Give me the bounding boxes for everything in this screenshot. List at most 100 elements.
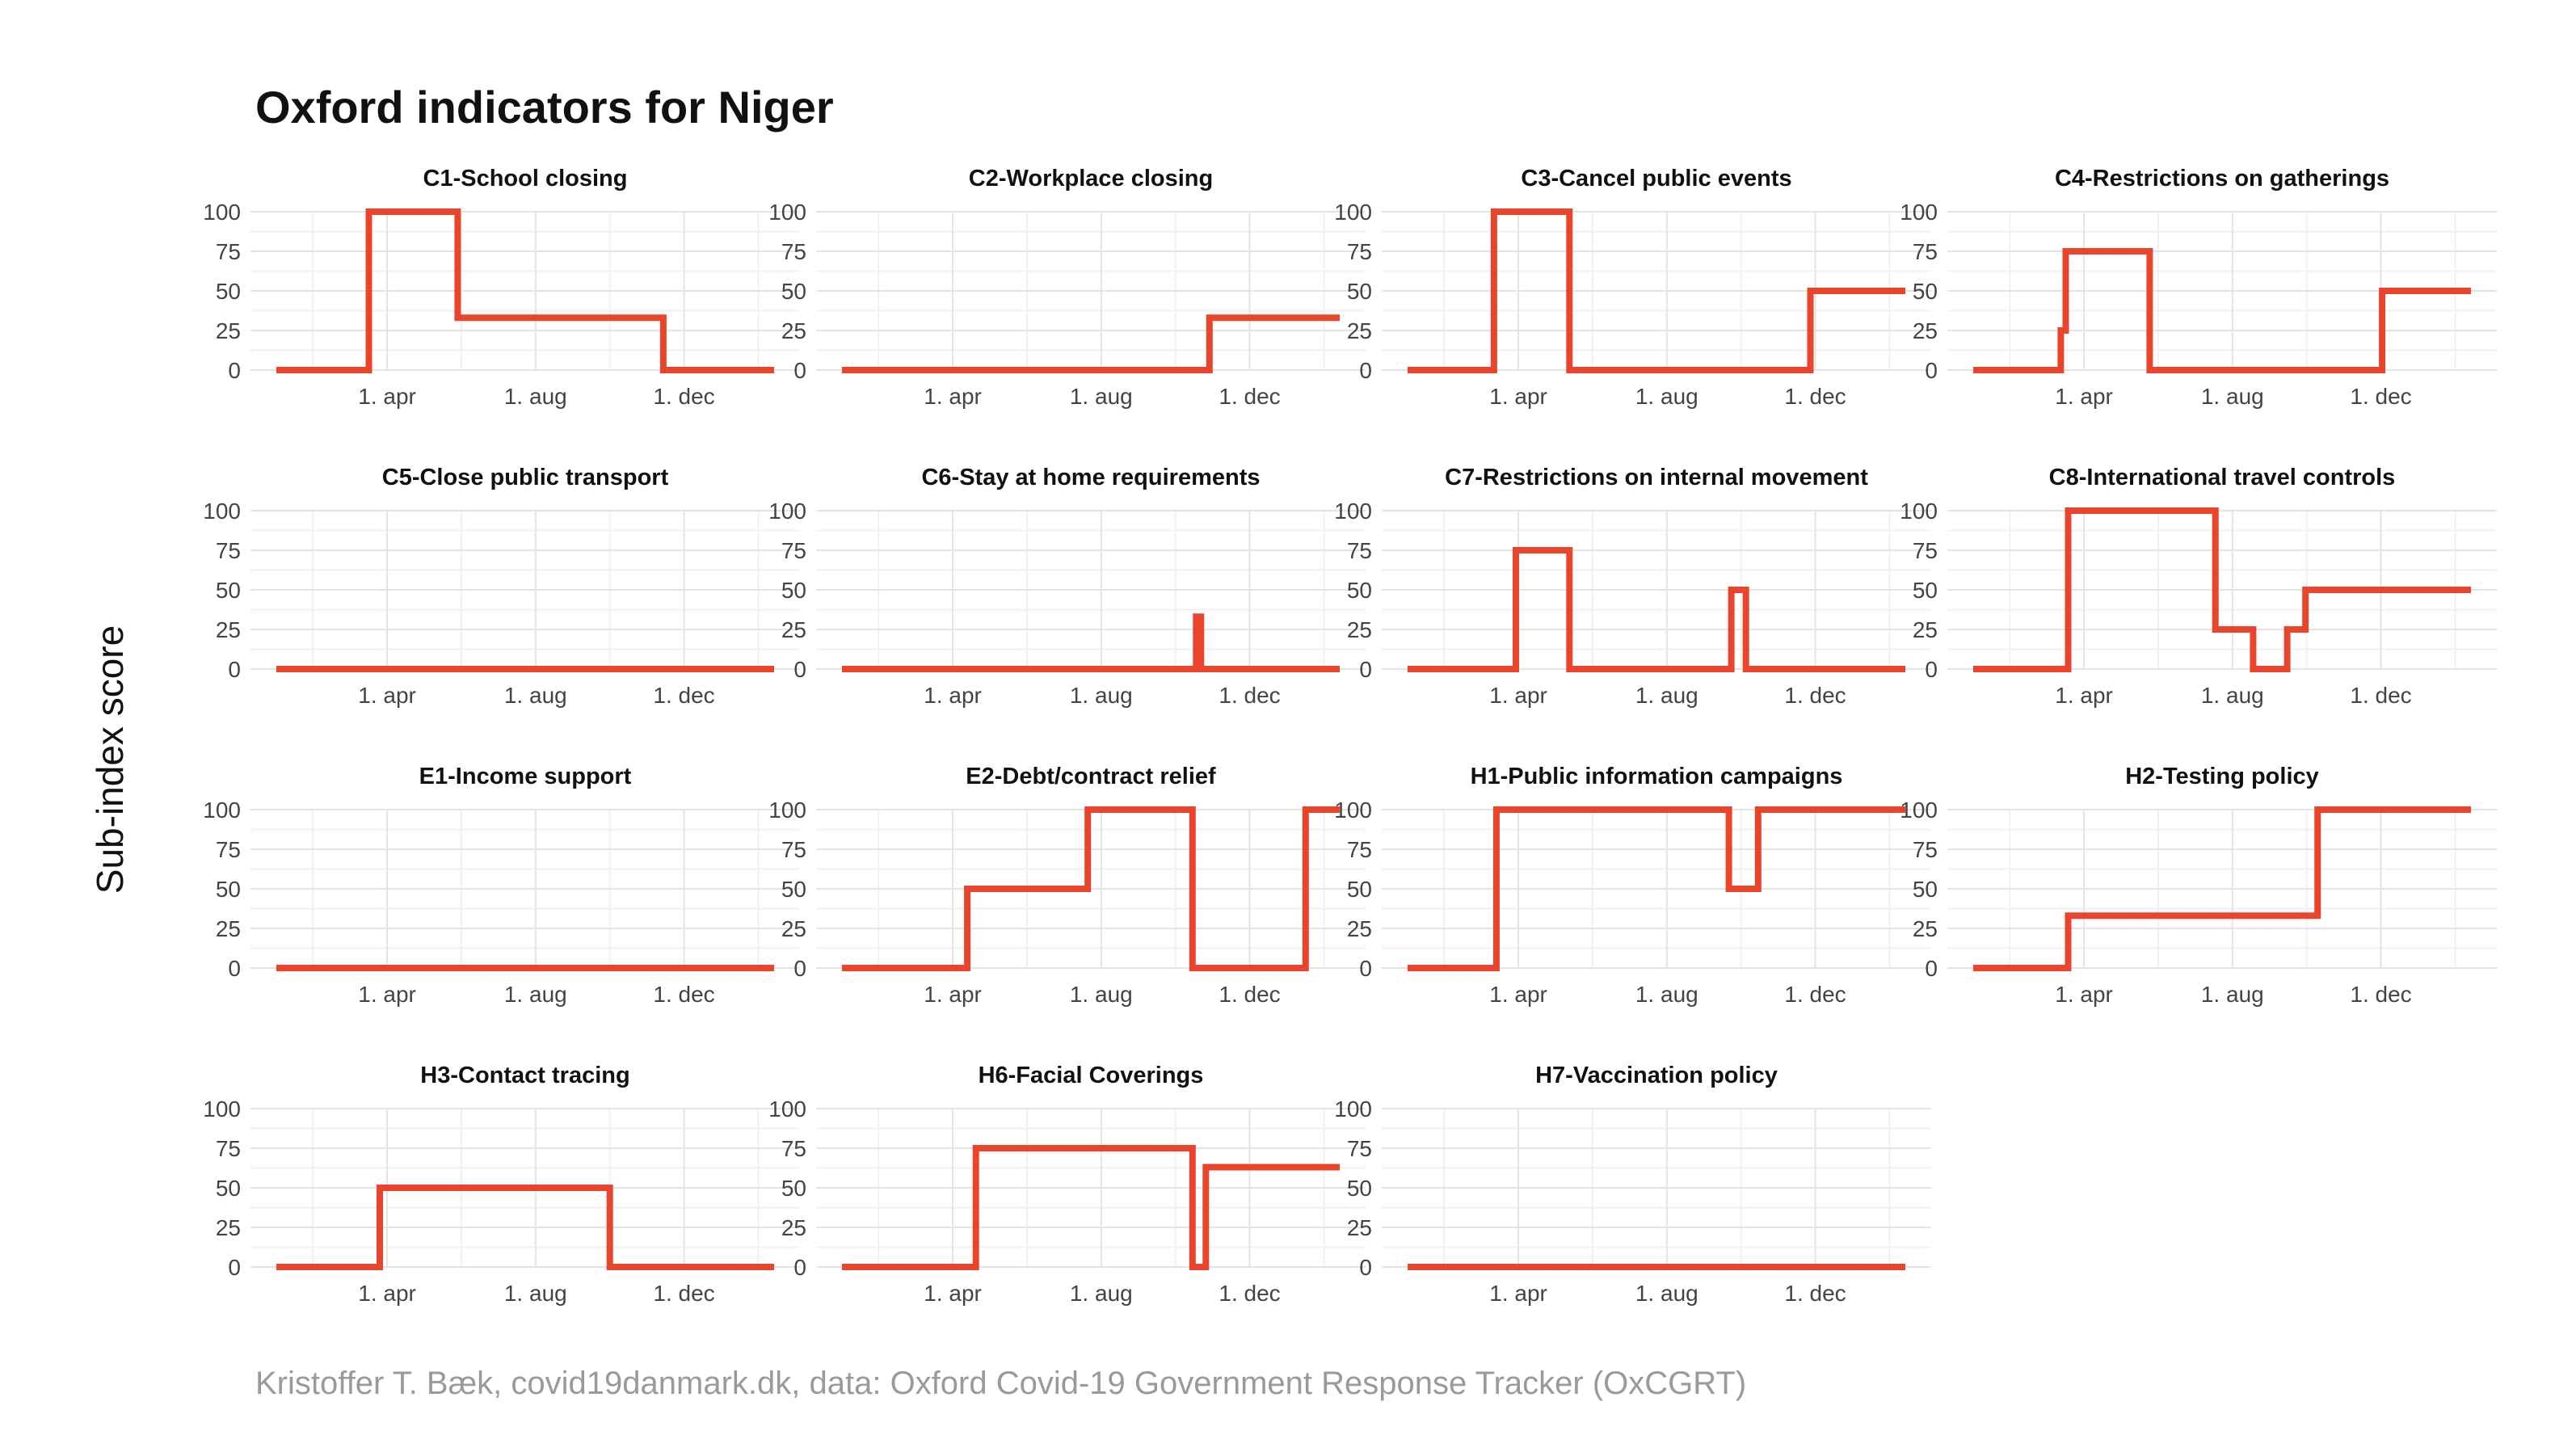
panel-title: C4-Restrictions on gatherings — [2055, 166, 2389, 192]
x-tick-label: 1. dec — [1219, 683, 1280, 708]
y-tick-label: 0 — [1925, 358, 1938, 383]
panel-3: 0 25 50 75 100 1. apr 1. aug 1. dec C3-Cancel pu… — [1334, 166, 1931, 409]
y-tick-label: 0 — [793, 358, 806, 383]
x-tick-label: 1. dec — [2350, 982, 2411, 1007]
y-tick-label: 50 — [1347, 279, 1372, 304]
y-tick-label: 0 — [228, 1255, 241, 1280]
y-tick-label: 25 — [216, 916, 241, 941]
y-tick-label: 50 — [216, 578, 241, 603]
y-tick-label: 75 — [216, 239, 241, 264]
panel-7: 0 25 50 75 100 1. apr 1. aug 1. dec C7-Restricti… — [1334, 465, 1931, 708]
x-tick-label: 1. dec — [1784, 982, 1846, 1007]
y-tick-label: 100 — [203, 200, 241, 225]
y-tick-label: 50 — [216, 1176, 241, 1201]
panel-title: H7-Vaccination policy — [1535, 1063, 1778, 1088]
x-tick-label: 1. aug — [504, 982, 567, 1007]
y-tick-label: 75 — [216, 837, 241, 862]
y-tick-label: 0 — [228, 358, 241, 383]
y-tick-label: 0 — [793, 1255, 806, 1280]
panel-title: H6-Facial Coverings — [979, 1063, 1204, 1088]
y-tick-label: 50 — [1913, 578, 1938, 603]
y-tick-label: 0 — [228, 657, 241, 682]
y-tick-label: 75 — [1347, 1136, 1372, 1161]
y-tick-label: 25 — [1347, 617, 1372, 642]
x-tick-label: 1. aug — [1070, 982, 1133, 1007]
y-tick-label: 100 — [1334, 200, 1372, 225]
x-tick-label: 1. dec — [653, 384, 714, 409]
x-tick-label: 1. dec — [2350, 384, 2411, 409]
y-tick-label: 50 — [781, 279, 806, 304]
panel-6: 0 25 50 75 100 1. apr 1. aug 1. dec C6-Stay at h… — [768, 465, 1366, 708]
series-line — [842, 806, 1340, 971]
y-tick-label: 50 — [216, 279, 241, 304]
y-tick-label: 50 — [1913, 877, 1938, 902]
x-tick-label: 1. dec — [653, 683, 714, 708]
x-tick-label: 1. dec — [1784, 1281, 1846, 1306]
y-tick-label: 75 — [1347, 837, 1372, 862]
series-line — [1408, 547, 1905, 672]
x-tick-label: 1. aug — [504, 1281, 567, 1306]
y-tick-label: 100 — [768, 1096, 806, 1122]
x-tick-label: 1. apr — [1489, 1281, 1547, 1306]
y-tick-label: 0 — [793, 657, 806, 682]
x-tick-label: 1. apr — [358, 1281, 416, 1306]
panel-title: H1-Public information campaigns — [1471, 764, 1843, 789]
y-tick-label: 25 — [1913, 916, 1938, 941]
series-line — [1408, 806, 1905, 971]
x-tick-label: 1. apr — [1489, 982, 1547, 1007]
y-tick-label: 75 — [781, 1136, 806, 1161]
x-tick-label: 1. aug — [2201, 384, 2264, 409]
chart-title: Oxford indicators for Niger — [255, 82, 834, 133]
y-tick-label: 75 — [1913, 538, 1938, 563]
y-tick-label: 75 — [216, 1136, 241, 1161]
x-tick-label: 1. aug — [2201, 683, 2264, 708]
x-tick-label: 1. dec — [1219, 1281, 1280, 1306]
x-tick-label: 1. dec — [653, 1281, 714, 1306]
panel-10: 0 25 50 75 100 1. apr 1. aug 1. dec E2-Debt/cont… — [768, 764, 1366, 1007]
x-tick-label: 1. dec — [653, 982, 714, 1007]
x-tick-label: 1. aug — [504, 683, 567, 708]
y-tick-label: 50 — [1913, 279, 1938, 304]
y-tick-label: 25 — [1913, 617, 1938, 642]
x-tick-label: 1. dec — [1784, 384, 1846, 409]
x-tick-label: 1. aug — [1070, 1281, 1133, 1306]
y-tick-label: 75 — [1347, 538, 1372, 563]
y-tick-label: 0 — [1359, 657, 1372, 682]
panel-5: 0 25 50 75 100 1. apr 1. aug 1. dec C5-Close pub… — [203, 465, 800, 708]
y-tick-label: 25 — [1347, 318, 1372, 343]
panel-title: H2-Testing policy — [2125, 764, 2319, 789]
x-tick-label: 1. apr — [2055, 982, 2113, 1007]
y-tick-label: 0 — [1359, 358, 1372, 383]
series-line — [276, 1185, 774, 1270]
y-tick-label: 25 — [781, 1215, 806, 1240]
series-line — [842, 613, 1340, 672]
x-tick-label: 1. apr — [358, 982, 416, 1007]
y-tick-label: 75 — [1347, 239, 1372, 264]
y-tick-label: 25 — [781, 617, 806, 642]
panel-9: 0 25 50 75 100 1. apr 1. aug 1. dec E1-Income su… — [203, 764, 800, 1007]
panel-4: 0 25 50 75 100 1. apr 1. aug 1. dec C4-Restricti… — [1900, 166, 2497, 409]
panel-1: 0 25 50 75 100 1. apr 1. aug 1. dec C1-School cl… — [203, 166, 800, 409]
y-tick-label: 50 — [1347, 1176, 1372, 1201]
series-line — [842, 314, 1340, 373]
y-tick-label: 100 — [203, 798, 241, 823]
y-tick-label: 75 — [1913, 239, 1938, 264]
y-tick-label: 25 — [1347, 1215, 1372, 1240]
y-tick-label: 25 — [216, 318, 241, 343]
x-tick-label: 1. aug — [2201, 982, 2264, 1007]
y-tick-label: 100 — [1900, 499, 1938, 524]
y-tick-label: 0 — [793, 956, 806, 981]
y-tick-label: 0 — [1359, 956, 1372, 981]
panel-title: C1-School closing — [423, 166, 628, 192]
x-tick-label: 1. dec — [2350, 683, 2411, 708]
y-tick-label: 100 — [1900, 798, 1938, 823]
series-line — [1973, 806, 2471, 971]
panel-title: C5-Close public transport — [382, 465, 669, 490]
panel-title: H3-Contact tracing — [420, 1063, 629, 1088]
x-tick-label: 1. dec — [1784, 683, 1846, 708]
panel-title: C3-Cancel public events — [1521, 166, 1791, 192]
y-tick-label: 25 — [781, 916, 806, 941]
y-tick-label: 50 — [781, 877, 806, 902]
x-tick-label: 1. apr — [2055, 384, 2113, 409]
